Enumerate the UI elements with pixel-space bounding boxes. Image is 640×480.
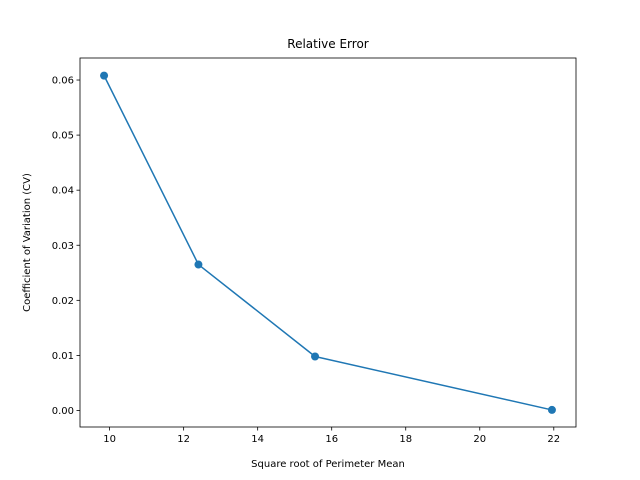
data-point (547, 405, 556, 414)
y-axis-label: Coefficient of Variation (CV) (22, 173, 33, 312)
data-point (100, 71, 109, 80)
plot-area: 10 12 14 16 18 20 22 0.000.010.020.030.040.050… (52, 57, 577, 445)
data-point (311, 352, 320, 361)
y-tick-label: 0.01 (52, 351, 74, 362)
y-tick-label: 0.00 (52, 406, 74, 417)
x-tick-label: 16 (325, 434, 338, 445)
x-tick-label: 22 (547, 434, 560, 445)
y-tick-label: 0.02 (52, 296, 74, 307)
y-tick-label: 0.04 (52, 186, 74, 197)
y-axis: 0.00 0.01 0.02 0.03 0.04 0.05 0.06 (52, 76, 80, 417)
x-tick-label: 14 (251, 434, 264, 445)
x-tick-label: 20 (473, 434, 486, 445)
data-point (194, 260, 203, 269)
series-line (103, 75, 553, 411)
data-series (100, 71, 556, 414)
y-tick-label: 0.05 (52, 131, 74, 142)
x-tick-label: 10 (103, 434, 116, 445)
chart-title: Relative Error (287, 37, 369, 51)
y-tick-label: 0.03 (52, 241, 74, 252)
x-tick-label: 18 (399, 434, 412, 445)
x-tick-label: 12 (177, 434, 190, 445)
y-tick-label: 0.06 (52, 76, 74, 87)
x-axis-label: Square root of Perimeter Mean (251, 459, 405, 470)
x-axis: 10 12 14 16 18 20 22 (103, 427, 560, 445)
axes-frame (79, 57, 577, 428)
